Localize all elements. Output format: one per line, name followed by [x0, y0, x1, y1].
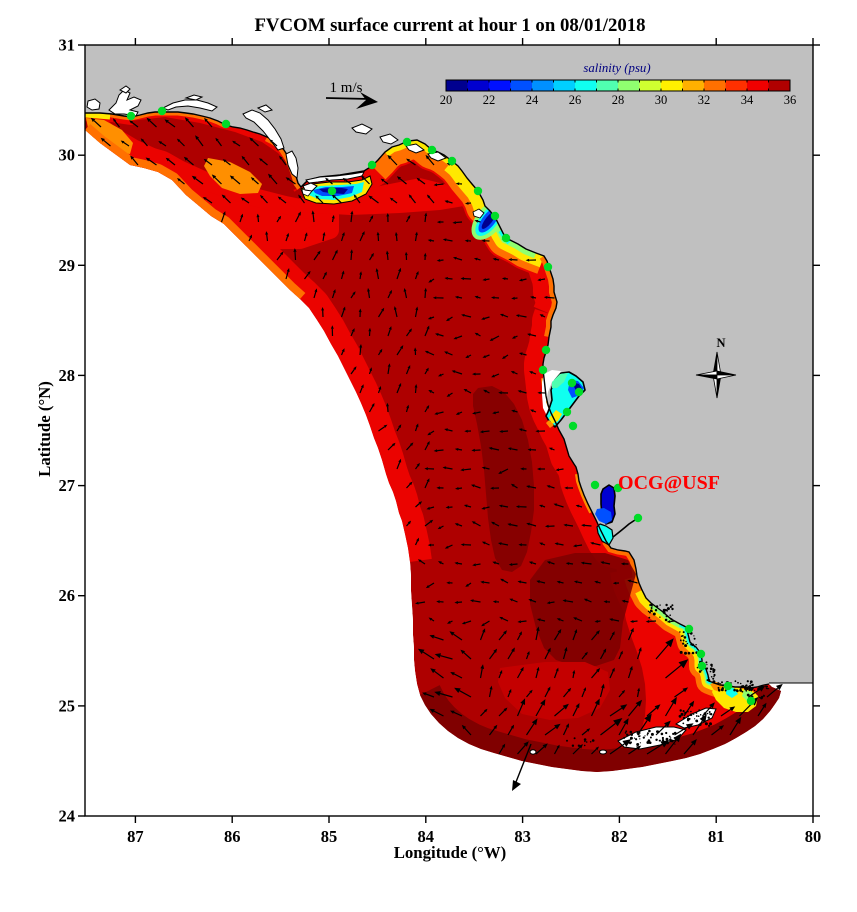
svg-text:80: 80	[805, 827, 822, 846]
svg-text:N: N	[716, 336, 725, 350]
svg-text:22: 22	[483, 93, 496, 107]
svg-text:32: 32	[698, 93, 711, 107]
svg-text:86: 86	[224, 827, 241, 846]
svg-text:26: 26	[59, 586, 76, 605]
svg-text:83: 83	[514, 827, 531, 846]
svg-text:30: 30	[59, 146, 76, 165]
svg-text:salinity (psu): salinity (psu)	[583, 61, 650, 75]
svg-text:1 m/s: 1 m/s	[330, 80, 363, 96]
svg-text:85: 85	[321, 827, 338, 846]
svg-text:28: 28	[612, 93, 625, 107]
svg-text:36: 36	[784, 93, 797, 107]
svg-text:25: 25	[59, 696, 76, 715]
svg-text:84: 84	[418, 827, 435, 846]
svg-text:28: 28	[59, 366, 76, 385]
svg-text:81: 81	[708, 827, 725, 846]
svg-text:24: 24	[59, 807, 76, 826]
svg-text:30: 30	[655, 93, 668, 107]
svg-text:26: 26	[569, 93, 582, 107]
svg-text:31: 31	[59, 36, 76, 55]
svg-text:FVCOM surface current at hour: FVCOM surface current at hour 1 on 08/01…	[254, 15, 645, 36]
svg-text:Longitude (°W): Longitude (°W)	[394, 843, 507, 862]
svg-text:82: 82	[611, 827, 628, 846]
svg-text:29: 29	[59, 256, 76, 275]
svg-text:24: 24	[526, 93, 539, 107]
svg-text:27: 27	[59, 476, 76, 495]
svg-text:Latitude (°N): Latitude (°N)	[35, 381, 54, 477]
svg-text:34: 34	[741, 93, 754, 107]
svg-text:OCG@USF: OCG@USF	[618, 472, 720, 494]
svg-text:20: 20	[440, 93, 453, 107]
svg-text:87: 87	[127, 827, 144, 846]
